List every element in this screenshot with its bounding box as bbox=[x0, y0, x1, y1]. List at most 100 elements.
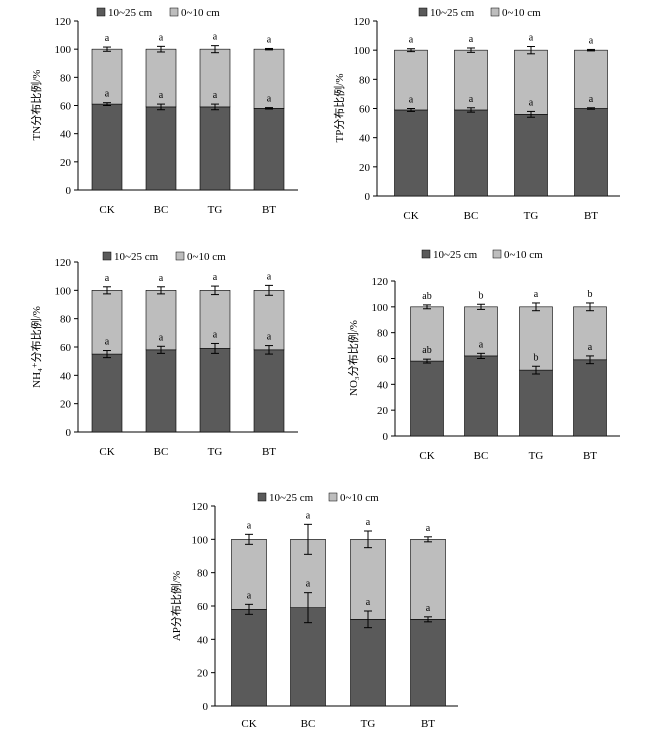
error-bar-10-25cm-TG bbox=[527, 110, 535, 118]
x-category-label: BC bbox=[154, 446, 169, 458]
bar-10-25cm-BT bbox=[253, 349, 285, 433]
error-bar-0-10cm-BT bbox=[265, 284, 273, 296]
significance-letter-0-10cm: a bbox=[267, 271, 272, 282]
legend-label: 10~25 cm bbox=[269, 492, 314, 504]
y-tick-label: 80 bbox=[377, 328, 389, 340]
bar-10-25cm-BT bbox=[573, 359, 607, 437]
error-bar-0-10cm-CK bbox=[407, 48, 415, 53]
legend-label: 0~10 cm bbox=[340, 492, 379, 504]
significance-letter-10-25cm: a bbox=[469, 94, 474, 105]
y-axis-label: AP分布比例/% bbox=[169, 571, 183, 641]
legend-swatch-light bbox=[328, 492, 338, 502]
legend-swatch-dark bbox=[102, 251, 112, 261]
legend-label: 10~25 cm bbox=[433, 249, 478, 261]
significance-letter-10-25cm: a bbox=[366, 597, 371, 608]
bar-0-10cm-BT bbox=[253, 48, 285, 109]
error-bar-10-25cm-BC bbox=[304, 592, 312, 624]
x-category-label: BT bbox=[584, 210, 598, 222]
significance-letter-10-25cm: a bbox=[306, 579, 311, 590]
significance-letter-0-10cm: a bbox=[267, 34, 272, 45]
error-bar-0-10cm-BT bbox=[424, 536, 432, 543]
x-category-label: CK bbox=[403, 210, 418, 222]
bar-10-25cm-CK bbox=[410, 360, 444, 437]
significance-letter-0-10cm: a bbox=[159, 32, 164, 43]
x-category-label: TG bbox=[524, 210, 539, 222]
x-category-label: TG bbox=[529, 450, 544, 462]
y-axis-label: TN分布比例/% bbox=[29, 70, 43, 141]
bar-10-25cm-TG bbox=[199, 348, 231, 433]
significance-letter-10-25cm: a bbox=[409, 95, 414, 106]
significance-letter-0-10cm: a bbox=[213, 272, 218, 283]
bar-10-25cm-BC bbox=[454, 109, 488, 197]
y-tick-label: 60 bbox=[60, 342, 72, 354]
bar-10-25cm-CK bbox=[91, 353, 123, 433]
x-category-label: CK bbox=[99, 446, 114, 458]
chart-panel-1: 0 20 40 60 80 100 120 TN分布比例/% 10~25 cm 0~10 cm a a… bbox=[29, 7, 298, 216]
significance-letter-10-25cm: a bbox=[529, 97, 534, 108]
bar-10-25cm-CK bbox=[394, 109, 428, 197]
legend-label: 10~25 cm bbox=[108, 7, 153, 19]
significance-letter-10-25cm: a bbox=[105, 337, 110, 348]
error-bar-0-10cm-TG bbox=[532, 302, 540, 312]
y-tick-label: 20 bbox=[60, 399, 72, 411]
significance-letter-10-25cm: a bbox=[588, 342, 593, 353]
error-bar-10-25cm-CK bbox=[423, 358, 431, 364]
bar-0-10cm-TG bbox=[199, 290, 231, 349]
significance-letter-10-25cm: a bbox=[159, 332, 164, 343]
error-bar-0-10cm-BT bbox=[586, 302, 594, 312]
significance-letter-10-25cm: a bbox=[213, 90, 218, 101]
y-tick-label: 100 bbox=[354, 45, 371, 57]
y-tick-label: 60 bbox=[377, 354, 389, 366]
y-tick-label: 80 bbox=[197, 568, 209, 580]
significance-letter-10-25cm: b bbox=[534, 352, 539, 363]
legend-label: 10~25 cm bbox=[114, 251, 159, 263]
y-tick-label: 40 bbox=[359, 133, 371, 145]
error-bar-0-10cm-TG bbox=[211, 45, 219, 54]
y-tick-label: 20 bbox=[197, 668, 209, 680]
significance-letter-0-10cm: a bbox=[534, 289, 539, 300]
significance-letter-0-10cm: a bbox=[426, 523, 431, 534]
error-bar-10-25cm-TG bbox=[532, 365, 540, 375]
significance-letter-10-25cm: a bbox=[479, 339, 484, 350]
y-tick-label: 120 bbox=[354, 16, 371, 28]
significance-letter-0-10cm: a bbox=[105, 273, 110, 284]
y-tick-label: 100 bbox=[55, 44, 72, 56]
y-tick-label: 100 bbox=[55, 285, 72, 297]
bar-0-10cm-BC bbox=[145, 48, 177, 108]
y-tick-label: 80 bbox=[60, 314, 72, 326]
error-bar-10-25cm-BC bbox=[467, 107, 475, 113]
y-axis-label: NO₃分布比例/% bbox=[346, 320, 360, 396]
y-tick-label: 60 bbox=[60, 101, 72, 113]
bar-10-25cm-BC bbox=[464, 355, 498, 437]
y-tick-label: 80 bbox=[359, 74, 371, 86]
error-bar-10-25cm-CK bbox=[103, 102, 111, 106]
chart-panel-4: 0 20 40 60 80 100 120 NO₃分布比例/% 10~25 cm 0~10 cm a… bbox=[346, 249, 620, 462]
y-tick-label: 20 bbox=[377, 405, 389, 417]
y-tick-label: 0 bbox=[203, 701, 209, 713]
x-category-label: TG bbox=[208, 204, 223, 216]
bar-0-10cm-BT bbox=[253, 290, 285, 351]
legend-label: 0~10 cm bbox=[181, 7, 220, 19]
bar-10-25cm-TG bbox=[514, 114, 548, 197]
error-bar-10-25cm-TG bbox=[364, 610, 372, 629]
y-tick-label: 0 bbox=[66, 427, 72, 439]
y-tick-label: 40 bbox=[377, 379, 389, 391]
significance-letter-0-10cm: a bbox=[159, 273, 164, 284]
significance-letter-0-10cm: ab bbox=[422, 291, 431, 302]
significance-letter-0-10cm: a bbox=[589, 35, 594, 46]
error-bar-0-10cm-BT bbox=[587, 48, 595, 52]
y-tick-label: 100 bbox=[192, 534, 209, 546]
bar-0-10cm-BC bbox=[454, 49, 488, 111]
significance-letter-0-10cm: a bbox=[306, 510, 311, 521]
x-category-label: BC bbox=[154, 204, 169, 216]
bar-0-10cm-CK bbox=[394, 49, 428, 111]
significance-letter-0-10cm: a bbox=[366, 517, 371, 528]
error-bar-10-25cm-BT bbox=[424, 616, 432, 623]
y-tick-label: 0 bbox=[383, 431, 389, 443]
error-bar-0-10cm-BC bbox=[477, 303, 485, 310]
significance-letter-0-10cm: a bbox=[469, 34, 474, 45]
y-tick-label: 120 bbox=[55, 16, 72, 28]
bar-0-10cm-TG bbox=[519, 306, 553, 371]
y-tick-label: 40 bbox=[60, 370, 72, 382]
